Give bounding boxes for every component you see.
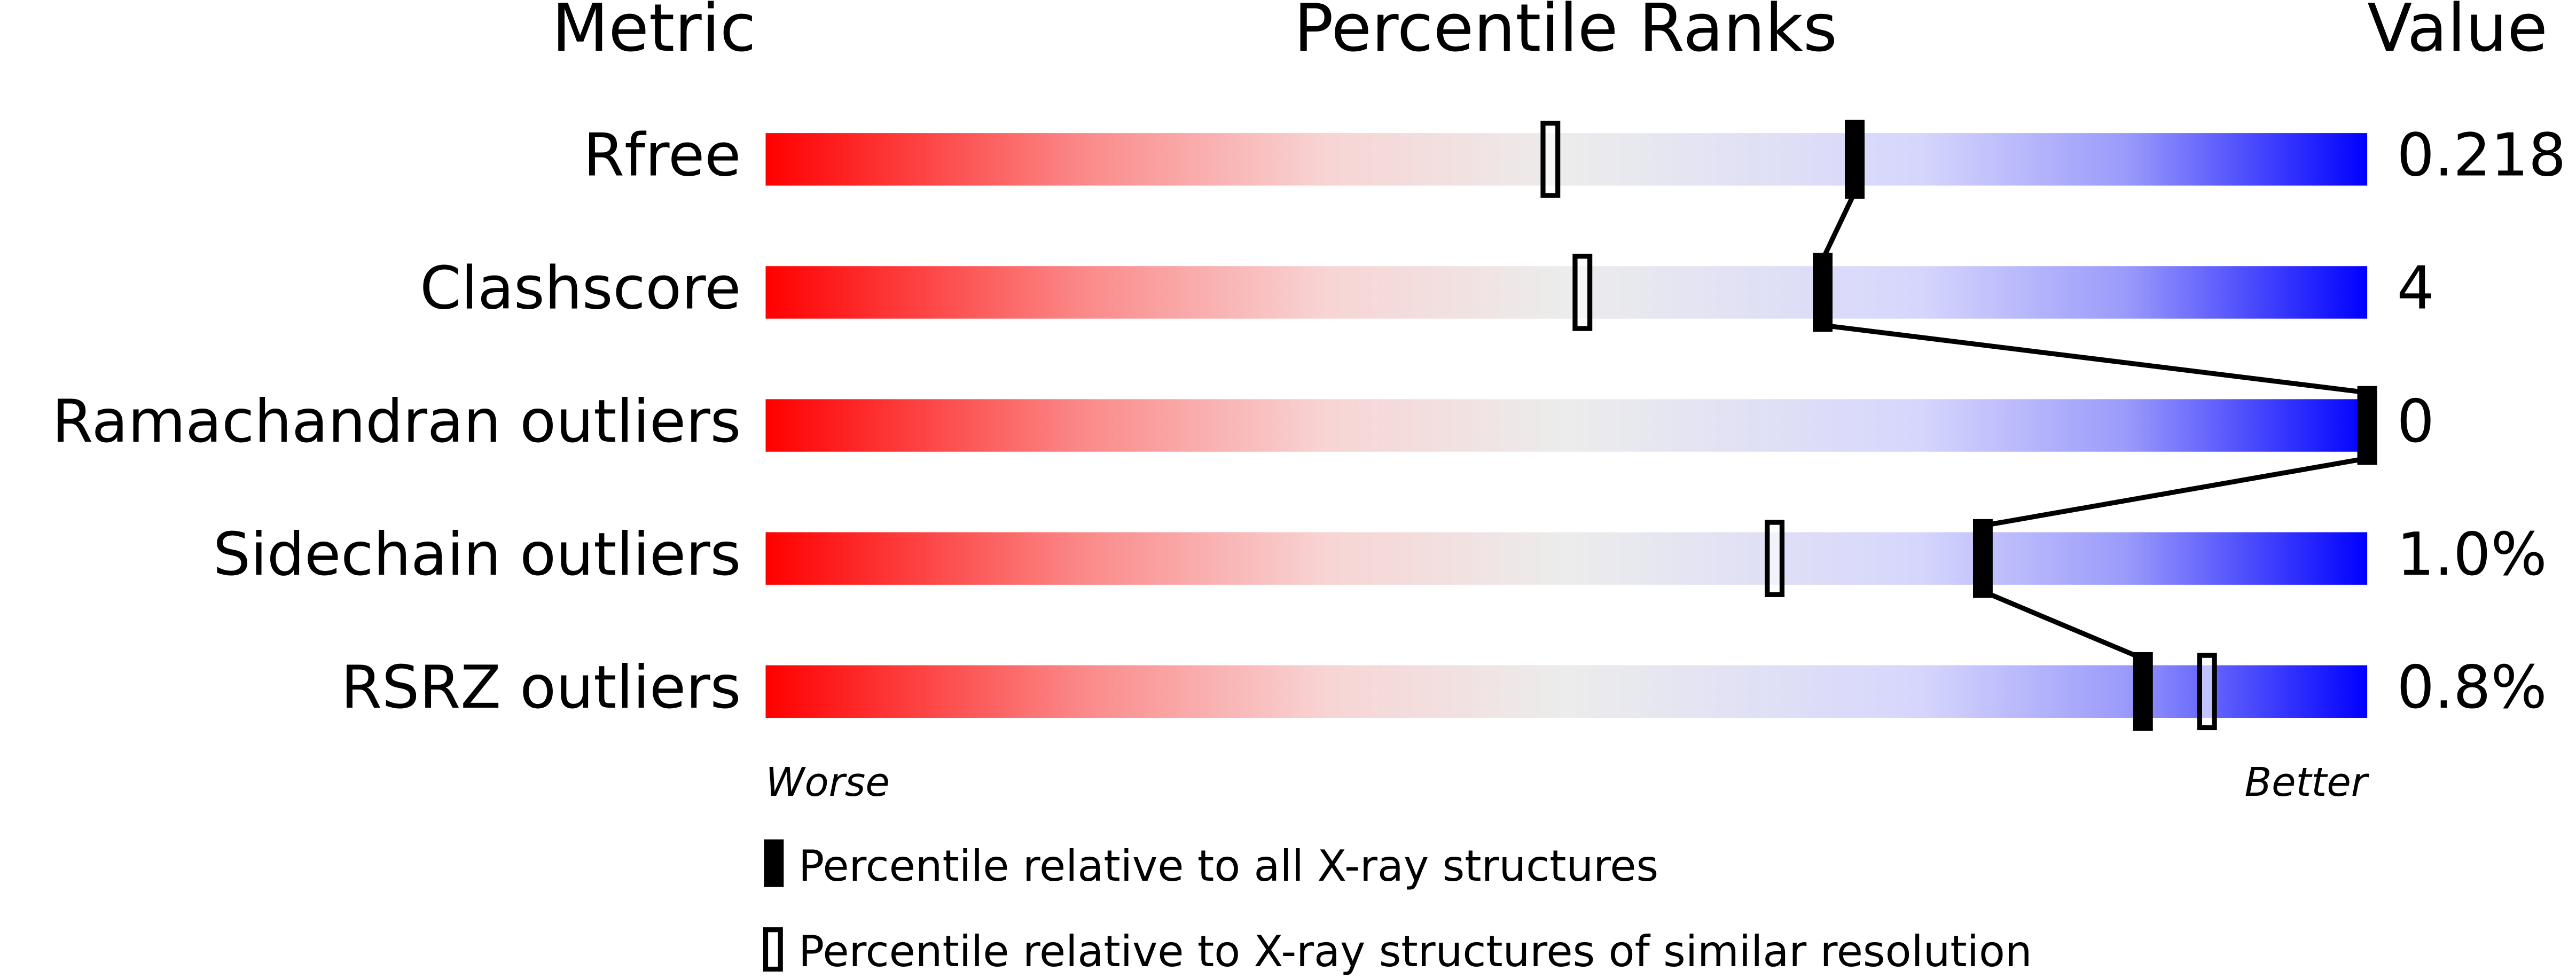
legend-swatch-similar	[763, 927, 783, 972]
connector	[1822, 323, 2368, 395]
connector	[1982, 456, 2368, 528]
connector	[1820, 191, 1857, 261]
marker-all	[2133, 652, 2153, 731]
legend-label: Percentile relative to X-ray structures …	[798, 927, 2032, 976]
metric-value: 0.8%	[2397, 653, 2547, 722]
metric-label: RSRZ outliers	[341, 653, 741, 722]
metric-value: 4	[2397, 254, 2434, 323]
metric-label: Sidechain outliers	[213, 520, 741, 589]
metric-value: 0.218	[2397, 121, 2566, 190]
slider-bar	[765, 399, 2368, 452]
marker-all	[1845, 120, 1865, 199]
marker-all	[1972, 519, 1993, 598]
header-percentile: Percentile Ranks	[1294, 0, 1837, 67]
metric-label: Rfree	[583, 121, 741, 190]
legend-label: Percentile relative to all X-ray structu…	[798, 841, 1658, 891]
marker-similar	[2197, 653, 2217, 731]
marker-all	[1813, 253, 1833, 332]
marker-all	[2357, 386, 2377, 465]
connector	[1982, 589, 2144, 661]
legend-swatch-all	[764, 839, 784, 887]
metric-value: 0	[2397, 387, 2434, 456]
slider-bar	[765, 133, 2368, 186]
metric-label: Clashscore	[420, 254, 741, 323]
slider-bar	[765, 532, 2368, 585]
metric-label: Ramachandran outliers	[52, 387, 741, 456]
marker-similar	[1765, 520, 1785, 597]
header-value: Value	[2367, 0, 2548, 67]
slider-bar	[765, 665, 2368, 718]
slider-bar	[765, 266, 2368, 319]
marker-similar	[1540, 121, 1561, 198]
worse-label: Worse	[765, 759, 889, 805]
header-metric: Metric	[552, 0, 756, 67]
better-label: Better	[2244, 759, 2369, 805]
metric-value: 1.0%	[2397, 520, 2547, 589]
marker-similar	[1572, 254, 1593, 331]
